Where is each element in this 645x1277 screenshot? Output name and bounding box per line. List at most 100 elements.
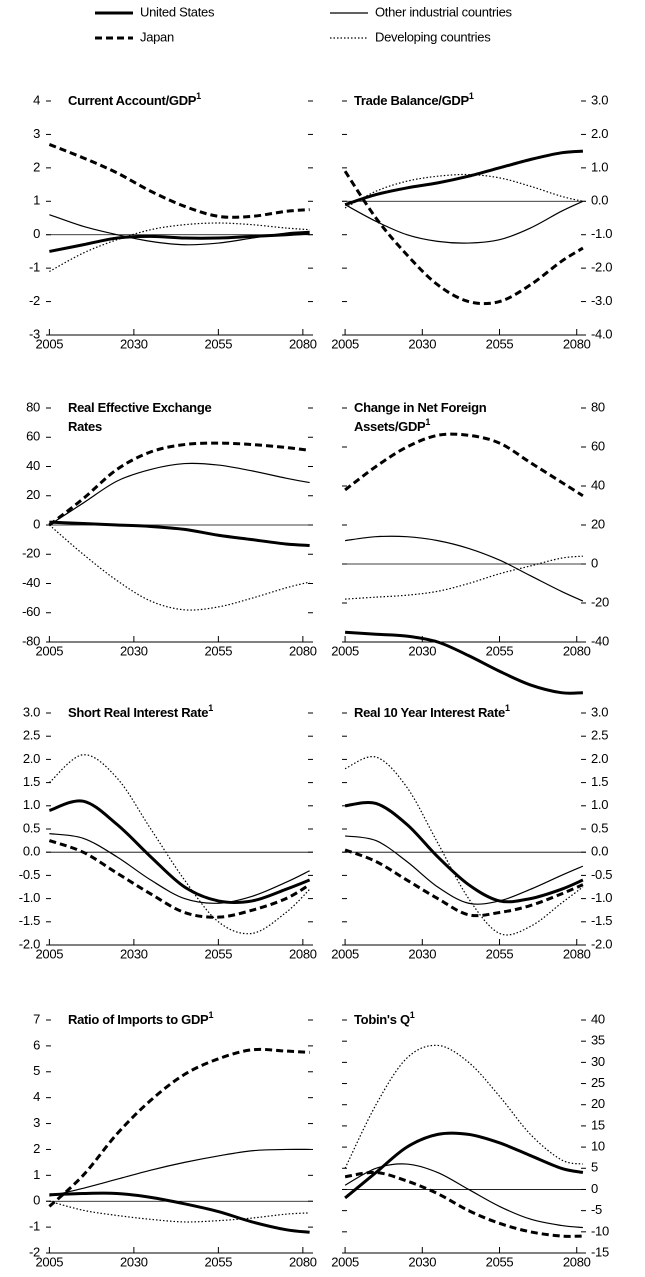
title-footnote: 1	[208, 1010, 213, 1020]
legend-label: Japan	[140, 29, 174, 44]
series-line	[344, 149, 584, 207]
y-tick-label: 1.5	[591, 774, 608, 789]
panel: -2 -1 0 1 2 3 4 5 6 7 2005 2030 2055 2080 Ratio of Imp…	[29, 1010, 317, 1269]
chart-title-text: Real 10 Year Interest Rate	[354, 705, 505, 720]
y-tick-label: -1.0	[591, 890, 612, 905]
x-tick-label: 2080	[289, 1254, 317, 1269]
y-tick-label: 2.0	[23, 751, 40, 766]
series-line	[48, 524, 310, 611]
y-tick-label: -1.5	[591, 913, 612, 928]
y-tick-label: 0.0	[23, 844, 40, 859]
series-line	[344, 1170, 583, 1238]
y-tick-label: 2.0	[591, 751, 608, 766]
chart-title: Rates	[68, 419, 102, 434]
series-line	[344, 1044, 584, 1169]
series-line	[344, 173, 584, 209]
y-tick-label: -15	[591, 1244, 609, 1259]
x-tick-label: 2055	[486, 1254, 514, 1269]
chart-title-text: Ratio of Imports to GDP	[68, 1012, 209, 1027]
y-tick-label: 25	[591, 1075, 605, 1090]
y-tick-label: -2.0	[19, 936, 40, 951]
y-tick-label: 2	[33, 1141, 40, 1156]
series-line	[345, 535, 584, 602]
series-line	[343, 170, 584, 306]
chart-title-text: Short Real Interest Rate	[68, 705, 208, 720]
y-tick-label: 3	[33, 126, 40, 141]
chart-title-text: Current Account/GDP	[68, 93, 197, 108]
title-footnote: 1	[196, 91, 201, 101]
legend-label: Developing countries	[375, 29, 491, 44]
x-tick-label: 2055	[486, 336, 514, 351]
chart-title-text: Assets/GDP	[354, 419, 426, 434]
series-line	[344, 800, 584, 904]
x-tick-label: 2030	[120, 1254, 148, 1269]
series-line	[49, 231, 310, 253]
series-line	[48, 799, 311, 905]
chart-title-text: Real Effective Exchange	[68, 400, 211, 415]
panel: -4.0 -3.0 -2.0 -1.0 0.0 1.0 2.0 3.0 2005 2030 2055…	[331, 91, 612, 351]
y-tick-label: 20	[591, 1096, 605, 1111]
y-tick-label: -2.0	[591, 260, 612, 275]
x-tick-label: 2005	[36, 946, 64, 961]
x-tick-label: 2055	[204, 643, 232, 658]
y-tick-label: 0.5	[591, 820, 608, 835]
y-tick-label: 60	[591, 438, 605, 453]
x-tick-label: 2080	[563, 336, 591, 351]
chart-title: Real Effective Exchange	[68, 400, 211, 415]
chart-title: Assets/GDP1	[354, 417, 430, 434]
y-tick-label: 5	[33, 1063, 40, 1078]
chart-title-text: Rates	[68, 419, 102, 434]
x-tick-label: 2005	[36, 643, 64, 658]
y-tick-label: -40	[22, 575, 40, 590]
y-tick-label: 0.0	[591, 844, 608, 859]
panel: -3 -2 -1 0 1 2 3 4 2005 2030 2055 2080 Current Accou…	[29, 91, 317, 351]
y-tick-label: 3.0	[591, 92, 608, 107]
chart-title: Short Real Interest Rate1	[68, 703, 213, 720]
panel: -2.0 -1.5 -1.0 -0.5 0.0 0.5 1.0 1.5 2.0 2.5 3.0 200…	[19, 703, 317, 961]
chart-title: Ratio of Imports to GDP1	[68, 1010, 213, 1027]
series-line	[48, 441, 310, 527]
legend-label: United States	[140, 4, 215, 19]
series-line	[344, 630, 583, 695]
x-tick-label: 2080	[289, 336, 317, 351]
y-tick-label: -20	[22, 546, 40, 561]
y-tick-label: 1.0	[591, 159, 608, 174]
x-tick-label: 2030	[120, 643, 148, 658]
series-line	[344, 756, 584, 936]
y-tick-label: 4	[33, 92, 40, 107]
x-tick-label: 2080	[563, 1254, 591, 1269]
y-tick-label: 0	[33, 516, 40, 531]
y-tick-label: -80	[22, 633, 40, 648]
y-tick-label: 3	[33, 1115, 40, 1130]
panel: -15 -10 -5 0 5 10 15 20 25 30 35 40 2005 2030 2055 2080…	[331, 1010, 609, 1269]
series-line	[48, 143, 310, 219]
y-tick-label: 2	[33, 159, 40, 174]
y-tick-label: 40	[591, 1011, 605, 1026]
y-tick-label: 5	[591, 1160, 598, 1175]
x-tick-label: 2005	[331, 336, 359, 351]
chart-title: Tobin's Q1	[354, 1010, 415, 1027]
series-line	[344, 848, 584, 918]
series-line	[344, 200, 584, 244]
y-tick-label: -1.0	[591, 226, 612, 241]
y-tick-label: -20	[591, 594, 609, 609]
series-line	[48, 839, 311, 919]
y-tick-label: -2	[29, 293, 40, 308]
chart-title-text: Change in Net Foreign	[354, 400, 487, 415]
y-tick-label: -60	[22, 604, 40, 619]
title-footnote: 1	[410, 1010, 415, 1020]
y-tick-label: 1	[33, 193, 40, 208]
title-footnote: 1	[469, 91, 474, 101]
y-tick-label: -4.0	[591, 326, 612, 341]
chart-title: Real 10 Year Interest Rate1	[354, 703, 510, 720]
x-tick-label: 2030	[408, 946, 436, 961]
x-tick-label: 2055	[204, 1254, 232, 1269]
series-line	[49, 520, 310, 547]
y-tick-label: 0.5	[23, 820, 40, 835]
y-tick-label: -1	[29, 260, 40, 275]
y-tick-label: -10	[591, 1223, 609, 1238]
y-tick-label: 60	[26, 429, 40, 444]
chart-title-text: Tobin's Q	[354, 1012, 410, 1027]
series-line	[345, 835, 584, 905]
